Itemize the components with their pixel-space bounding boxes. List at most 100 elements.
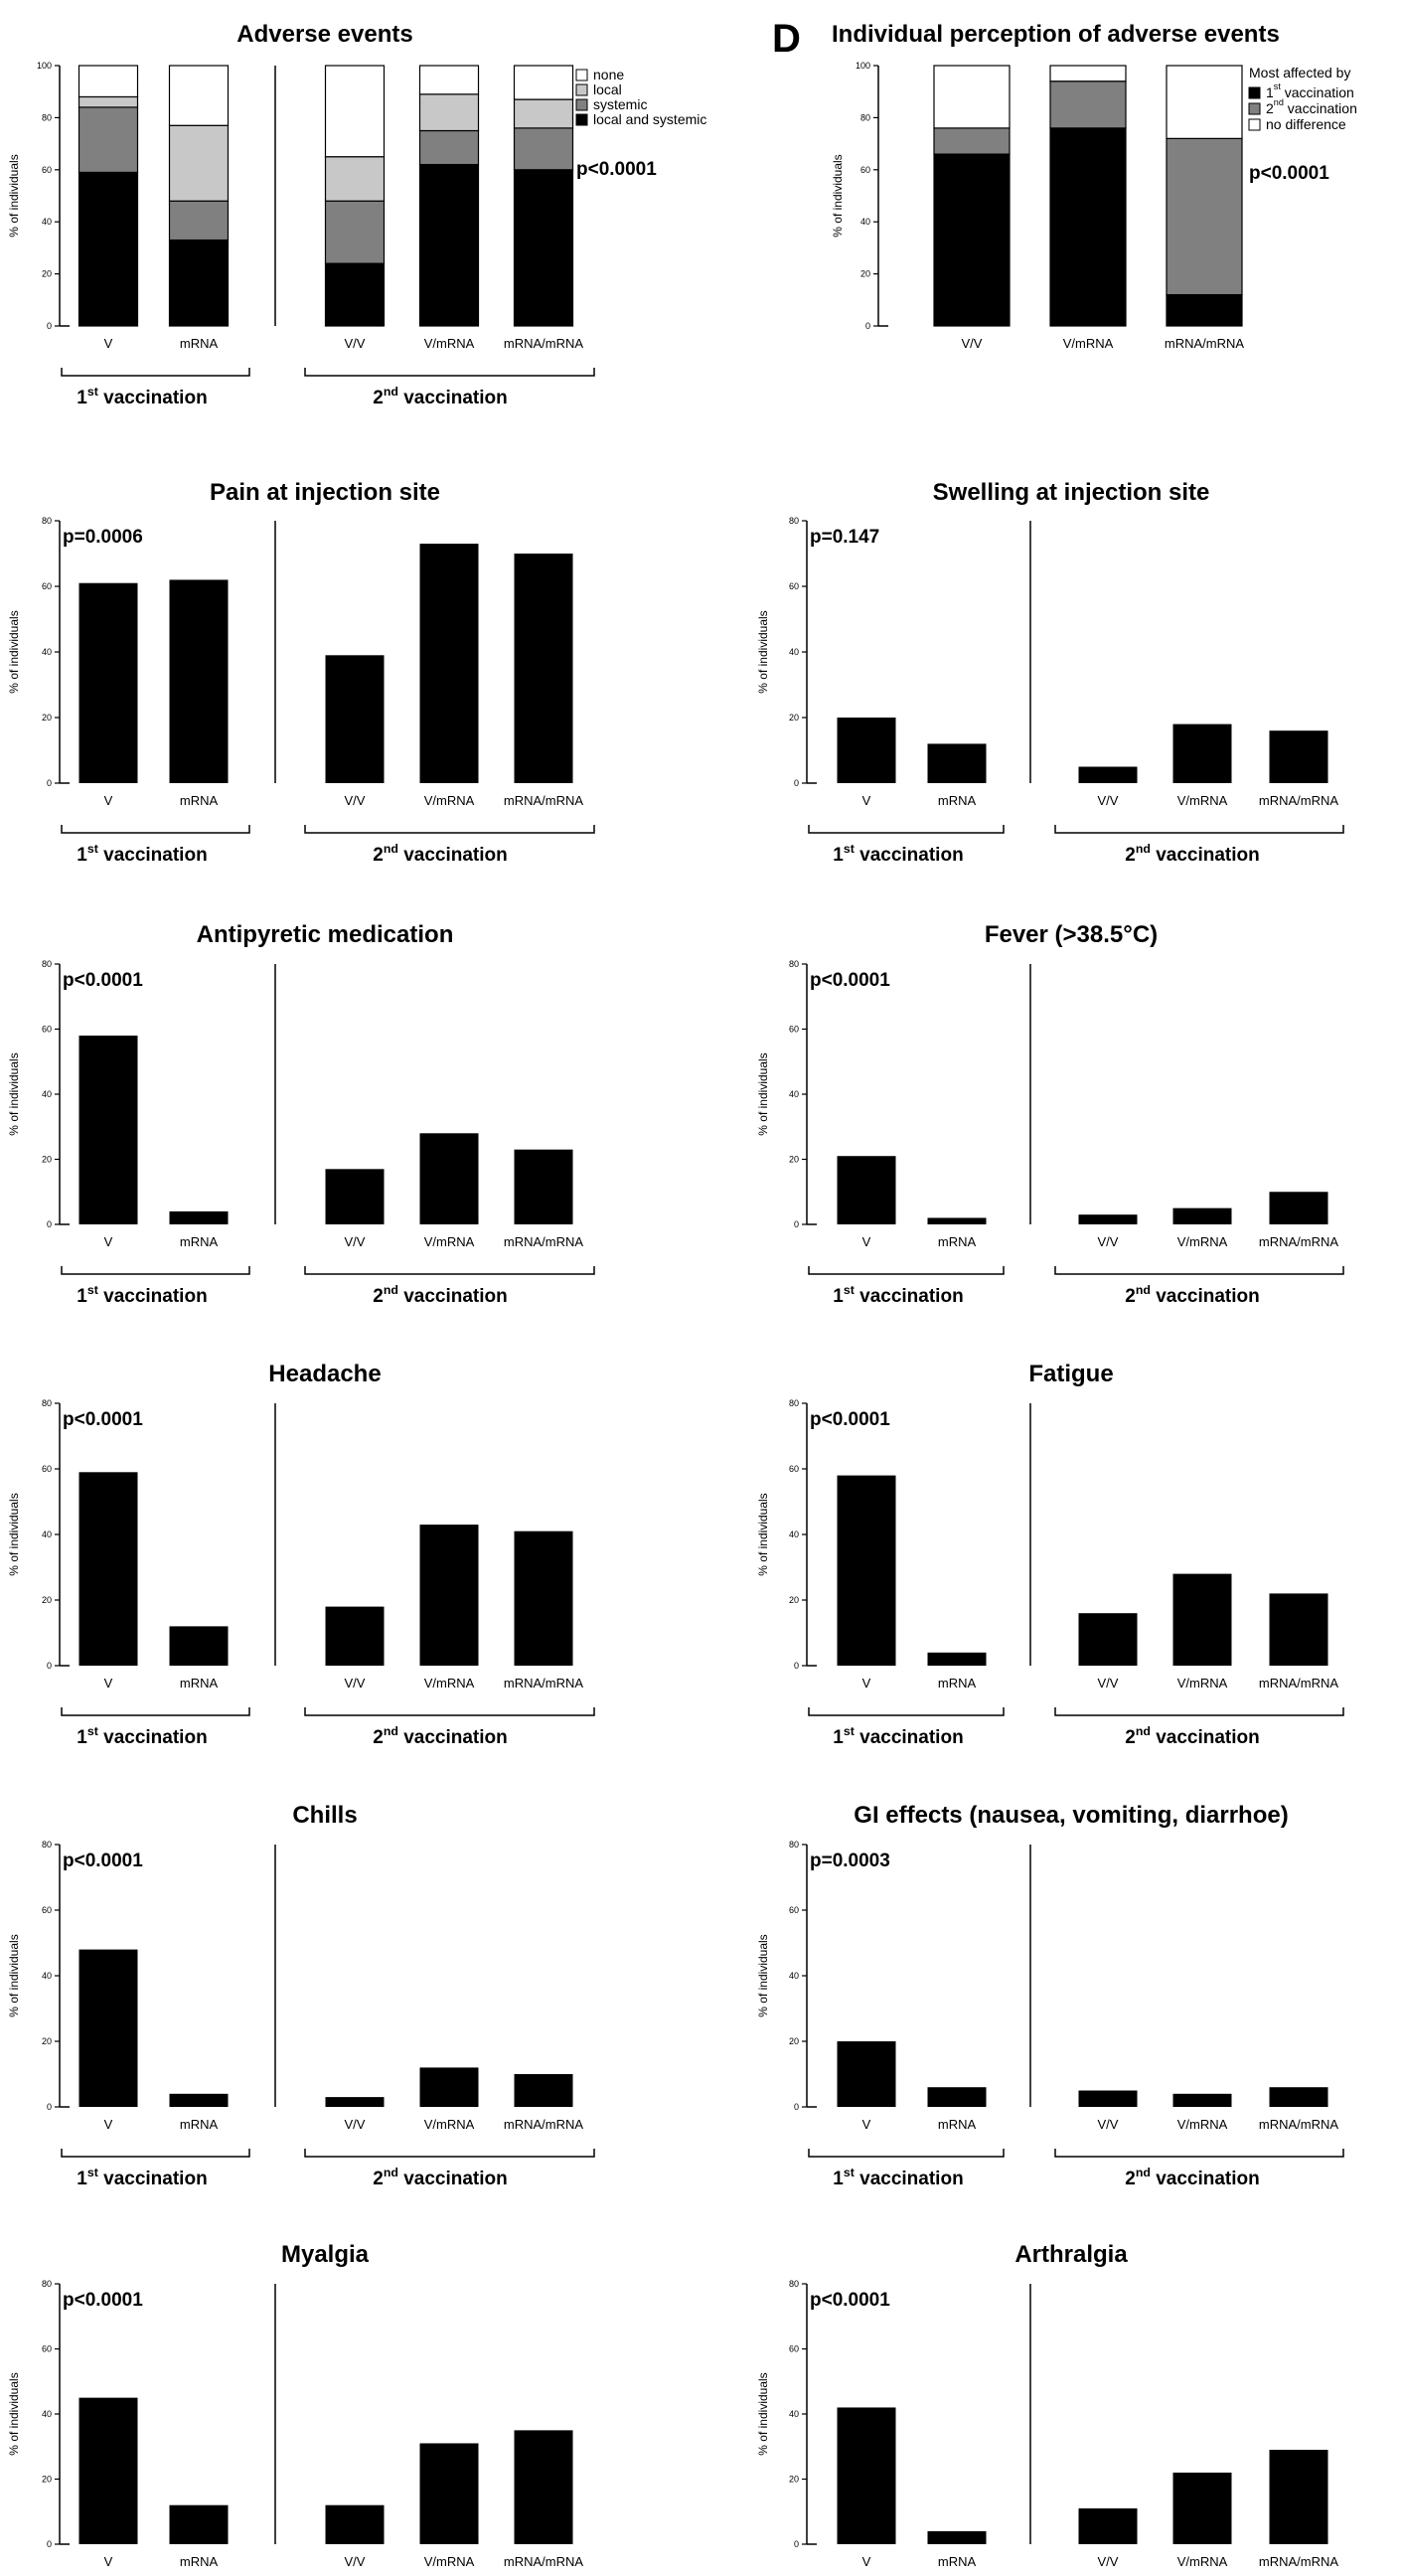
y-axis-label: % of individuals (7, 154, 21, 237)
y-tick-label: 20 (42, 269, 52, 279)
bar-segment-local (168, 124, 230, 202)
group-label-second-num: 2 (373, 2169, 384, 2189)
bar (837, 1475, 896, 1666)
group-label-first: 1st vaccination (77, 1283, 207, 1307)
group-label-second-num: 2 (373, 1286, 384, 1307)
chart-fever-38-5-c: Fever (>38.5°C) 0 20 40 60 80 % of individuals… (756, 921, 1344, 1307)
y-tick-label: 0 (47, 778, 52, 788)
group-label-second-rest: vaccination (1151, 1727, 1260, 1748)
x-tick-label: mRNA/mRNA (504, 1676, 583, 1690)
group-label-second: 2nd vaccination (373, 1724, 508, 1748)
group-bracket (61, 368, 250, 377)
group-label-first-num: 1 (77, 845, 87, 866)
group-label-second-sup: nd (1136, 2166, 1151, 2179)
legend-label-sup: nd (1274, 97, 1284, 107)
bar (1078, 1613, 1138, 1666)
legend-swatch (575, 113, 588, 126)
group-label-first-rest: vaccination (855, 1727, 964, 1748)
y-tick-label: 80 (42, 2279, 52, 2289)
group-label-second-num: 2 (1125, 1286, 1136, 1307)
group-label-second: 2nd vaccination (373, 842, 508, 866)
x-tick-label: V/mRNA (1177, 2117, 1228, 2132)
p-value: p<0.0001 (810, 2290, 890, 2311)
x-tick-label: V (862, 2554, 871, 2569)
bar (1172, 2472, 1232, 2544)
y-tick-label: 60 (789, 2344, 799, 2354)
bar (419, 2067, 479, 2107)
legend-swatch (1248, 118, 1261, 131)
bar (1269, 2450, 1328, 2544)
x-tick-label: mRNA/mRNA (504, 1234, 583, 1249)
group-label-first: 1st vaccination (77, 2166, 207, 2189)
group-label-first-rest: vaccination (98, 388, 208, 408)
group-label-first-num: 1 (833, 845, 844, 866)
group-bracket (304, 1266, 595, 1275)
group-label-second-sup: nd (384, 2166, 398, 2179)
group-label-first-num: 1 (833, 2169, 844, 2189)
x-tick-label: V/V (1098, 1676, 1119, 1690)
chart-title: Headache (268, 1361, 381, 1387)
group-label-second: 2nd vaccination (1125, 2166, 1260, 2189)
group-label-first-rest: vaccination (855, 1286, 964, 1307)
group-bracket (304, 368, 595, 377)
group-label-second-rest: vaccination (1151, 1286, 1260, 1307)
group-label-first: 1st vaccination (77, 385, 207, 408)
chart-title: Pain at injection site (210, 479, 440, 506)
chart-gi-effects-nausea-vomiting-diarrhoe: GI effects (nausea, vomiting, diarrhoe) 0… (756, 1802, 1344, 2189)
bar (837, 2041, 896, 2107)
y-tick-label: 60 (860, 165, 870, 175)
x-tick-label: mRNA/mRNA (1259, 2117, 1338, 2132)
group-bracket (304, 1707, 595, 1716)
group-bracket (808, 2149, 1005, 2158)
bar (927, 2530, 987, 2544)
y-tick-label: 80 (42, 516, 52, 526)
bar (325, 2504, 385, 2544)
x-tick-label: mRNA (180, 336, 219, 351)
chart-title: Fatigue (1028, 1361, 1113, 1387)
x-tick-label: V (104, 1676, 113, 1690)
y-tick-label: 0 (47, 1661, 52, 1671)
y-axis-label: % of individuals (756, 2372, 770, 2455)
x-tick-label: V/V (1098, 1234, 1119, 1249)
group-label-first-sup: st (844, 842, 855, 856)
chart-title: Myalgia (281, 2241, 370, 2268)
group-bracket (61, 2149, 250, 2158)
group-label-first-num: 1 (77, 388, 87, 408)
x-tick-label: V/V (1098, 2117, 1119, 2132)
bar (169, 1210, 229, 1224)
p-value: p=0.147 (810, 527, 879, 548)
group-label-second: 2nd vaccination (373, 2166, 508, 2189)
bar (1172, 724, 1232, 783)
y-axis-label: % of individuals (7, 1493, 21, 1575)
bar-segment-1 (1166, 137, 1243, 296)
x-tick-label: V (104, 336, 113, 351)
chart-myalgia: Myalgia 0 20 40 60 80 % of individuals p<0.0001… (7, 2241, 583, 2569)
bar-segment-local (324, 156, 386, 202)
group-bracket (808, 1707, 1005, 1716)
bar (1078, 2090, 1138, 2107)
y-tick-label: 20 (42, 1595, 52, 1605)
bar-segment-0 (933, 153, 1011, 327)
group-label-second-sup: nd (1136, 842, 1151, 856)
bar (927, 1217, 987, 1224)
bar (419, 544, 479, 783)
bar (78, 1472, 138, 1666)
x-tick-label: V (104, 2117, 113, 2132)
y-tick-label: 0 (865, 321, 870, 331)
y-axis-label: % of individuals (7, 2372, 21, 2455)
group-label-second-num: 2 (373, 1727, 384, 1748)
group-bracket (61, 825, 250, 834)
y-tick-label: 80 (42, 112, 52, 122)
bar-segment-0 (1049, 127, 1127, 327)
chart-arthralgia: Arthralgia 0 20 40 60 80 % of individuals p<0.0… (756, 2241, 1338, 2569)
chart-pain-at-injection-site: Pain at injection site 0 20 40 60 80 % of indi… (7, 479, 595, 866)
group-label-second-rest: vaccination (398, 1286, 508, 1307)
y-tick-label: 0 (794, 2539, 799, 2549)
group-label-first-num: 1 (77, 2169, 87, 2189)
group-label-second-sup: nd (384, 1283, 398, 1297)
group-label-first-rest: vaccination (98, 1727, 208, 1748)
p-value: p<0.0001 (63, 1851, 143, 1871)
group-label-first-sup: st (87, 385, 98, 399)
x-tick-label: V/mRNA (424, 2554, 475, 2569)
chart-title: Antipyretic medication (197, 921, 454, 948)
